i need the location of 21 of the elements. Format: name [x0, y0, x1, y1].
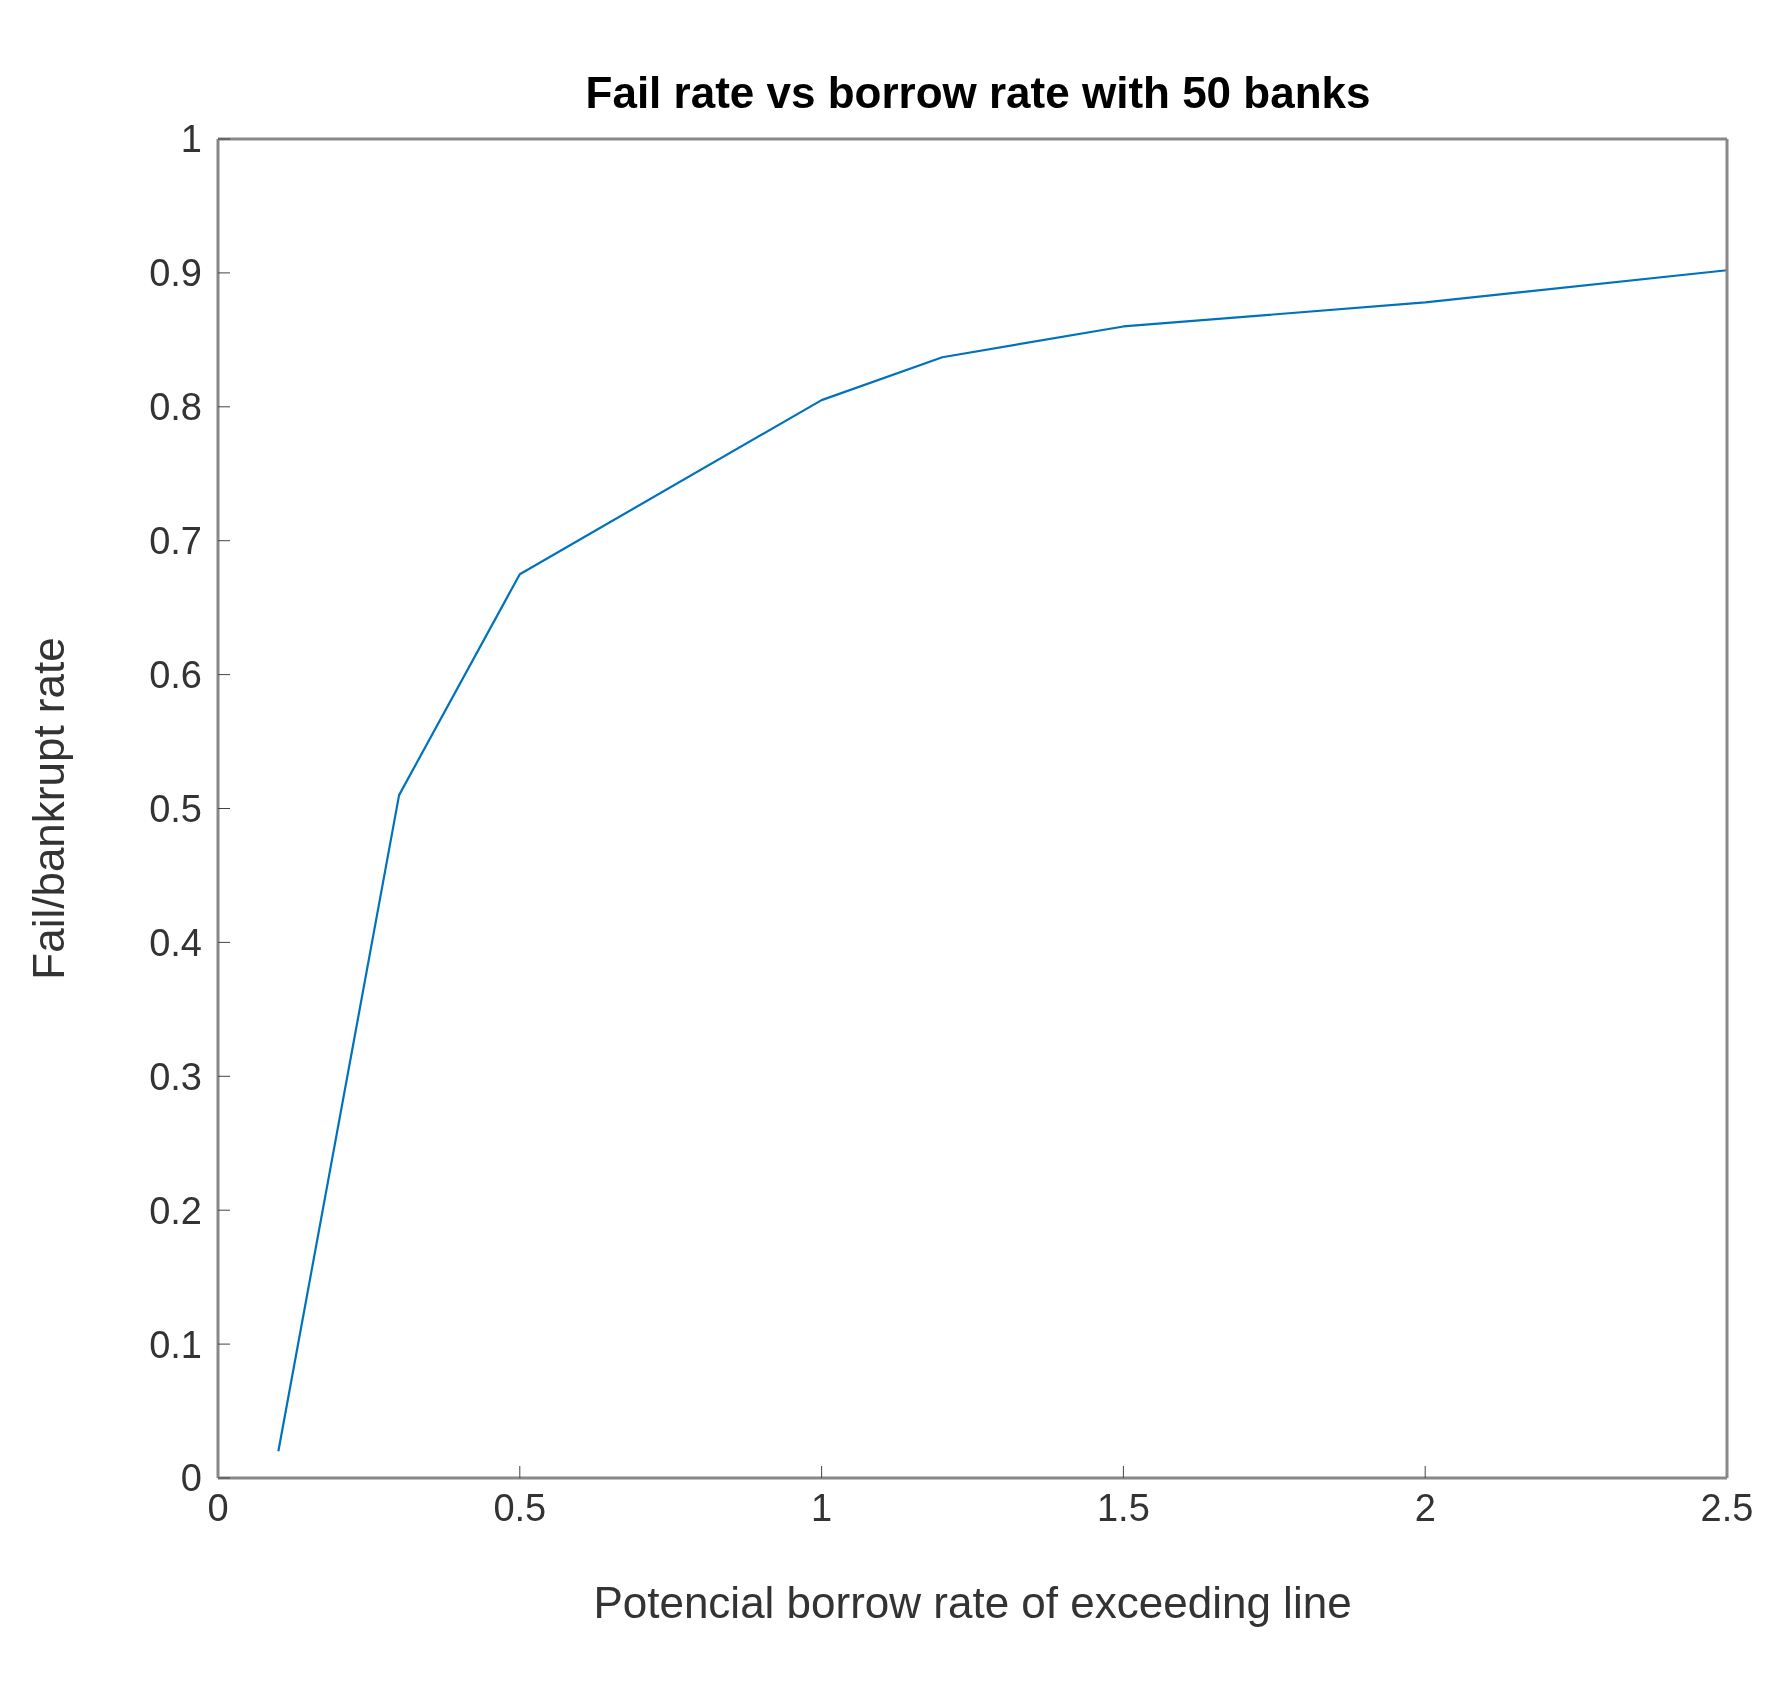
- y-tick-label: 0.5: [149, 787, 202, 830]
- y-tick-label: 0.8: [149, 386, 202, 429]
- x-tick-label: 1: [811, 1486, 833, 1529]
- line-series: [277, 269, 1727, 1453]
- y-tick-label: 0.9: [149, 252, 202, 295]
- y-tick-label: 0: [180, 1457, 202, 1500]
- x-tick-label: 2.5: [1700, 1486, 1754, 1529]
- x-axis-title: Potencial borrow rate of exceeding line: [593, 1578, 1352, 1627]
- y-axis-title: Fail/bankrupt rate: [23, 637, 73, 980]
- y-tick-label: 0.2: [149, 1189, 202, 1232]
- y-tick-label: 0.3: [149, 1055, 202, 1098]
- chart-title: Fail rate vs borrow rate with 50 banks: [585, 68, 1371, 117]
- x-tick-label: 0.5: [493, 1486, 547, 1529]
- x-tick-label: 1.5: [1096, 1486, 1150, 1529]
- y-tick-label: 0.4: [149, 921, 202, 964]
- y-tick-label: 0.6: [149, 654, 202, 697]
- y-tick-label: 0.1: [149, 1323, 202, 1366]
- y-tick-label: 0.7: [149, 520, 202, 563]
- x-tick-label: 0: [207, 1486, 229, 1529]
- x-tick-label: 2: [1414, 1486, 1436, 1529]
- y-tick-label: 1: [180, 118, 202, 161]
